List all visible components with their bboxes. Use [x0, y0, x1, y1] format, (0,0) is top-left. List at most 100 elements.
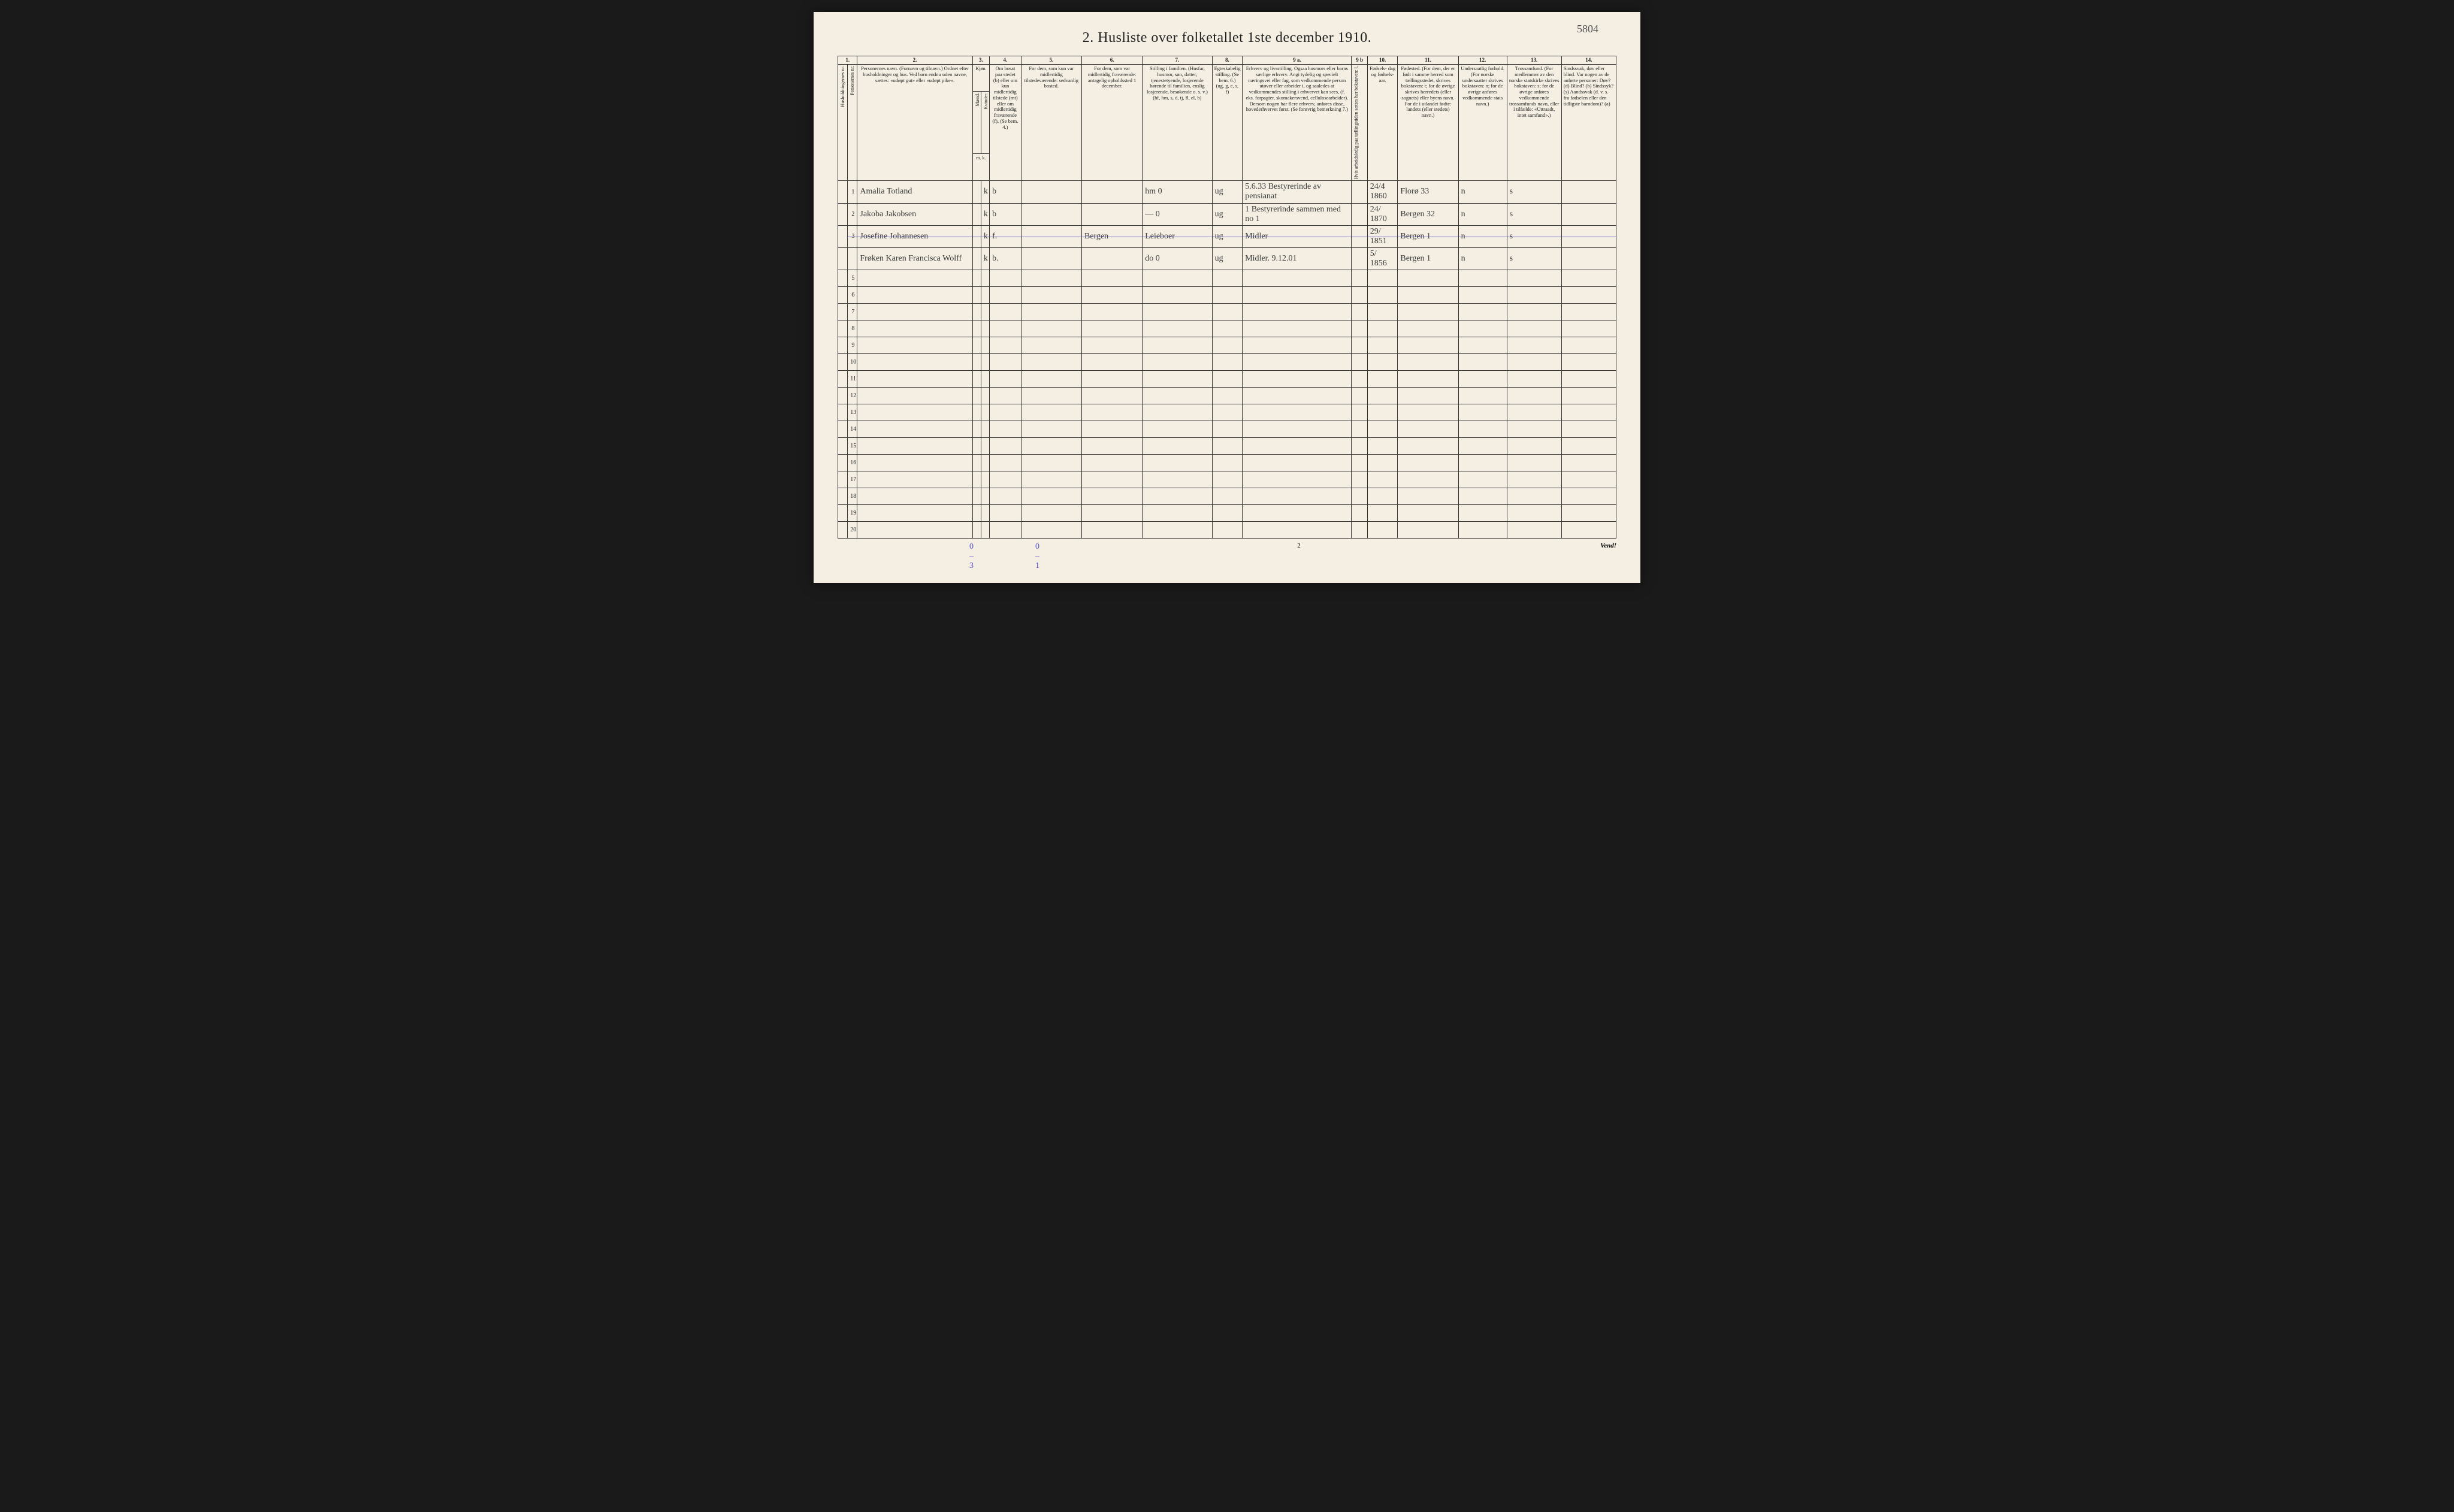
cell: hm 0 [1143, 181, 1212, 203]
cell [1398, 438, 1458, 455]
cell [1561, 471, 1616, 488]
cell [1021, 304, 1081, 320]
cell [1021, 388, 1081, 404]
cell [1367, 354, 1398, 371]
cell [1021, 320, 1081, 337]
footer-annotation-2: 0 – 1 [1035, 542, 1041, 571]
cell [990, 438, 1022, 455]
header-row-main: Husholdningernes nr. Personernes nr. Per… [838, 65, 1616, 92]
cell [838, 388, 848, 404]
cell [1212, 388, 1243, 404]
cell: n [1458, 203, 1507, 225]
cell [838, 438, 848, 455]
cell [857, 522, 972, 539]
cell [1081, 247, 1142, 270]
cell [1367, 320, 1398, 337]
cell [972, 404, 981, 421]
cell [1021, 203, 1081, 225]
cell [1458, 304, 1507, 320]
table-row: 10 [838, 354, 1616, 371]
cell: Josefine Johannesen [857, 225, 972, 247]
cell: 16 [848, 455, 857, 471]
cell [1081, 471, 1142, 488]
cell [838, 404, 848, 421]
cell [1352, 304, 1367, 320]
cell [1243, 304, 1352, 320]
cell [1021, 270, 1081, 287]
cell [1398, 505, 1458, 522]
cell [981, 488, 989, 505]
cell [1243, 371, 1352, 388]
cell [1143, 421, 1212, 438]
cell [1081, 421, 1142, 438]
cell [1081, 203, 1142, 225]
cell: ug [1212, 181, 1243, 203]
cell [1561, 225, 1616, 247]
cell [1561, 203, 1616, 225]
table-row: 8 [838, 320, 1616, 337]
table-row: 1Amalia Totlandkbhm 0ug5.6.33 Bestyrerin… [838, 181, 1616, 203]
cell [981, 388, 989, 404]
cell [972, 304, 981, 320]
cell [1143, 270, 1212, 287]
table-row: 12 [838, 388, 1616, 404]
cell [1212, 455, 1243, 471]
table-row: 20 [838, 522, 1616, 539]
cell [1081, 505, 1142, 522]
cell [1243, 320, 1352, 337]
colnum-5: 5. [1021, 56, 1081, 65]
cell [1212, 404, 1243, 421]
cell [1561, 354, 1616, 371]
cell [857, 320, 972, 337]
cell [857, 304, 972, 320]
colnum-11: 11. [1398, 56, 1458, 65]
cell [981, 404, 989, 421]
cell [857, 471, 972, 488]
cell: Amalia Totland [857, 181, 972, 203]
cell [1081, 438, 1142, 455]
cell [981, 471, 989, 488]
cell [1212, 421, 1243, 438]
cell: 19 [848, 505, 857, 522]
cell: 1 Bestyrerinde sammen med no 1 [1243, 203, 1352, 225]
hdr-person-nr: Personernes nr. [848, 65, 857, 181]
cell [1021, 181, 1081, 203]
cell [1243, 505, 1352, 522]
cell [838, 455, 848, 471]
cell [1352, 505, 1367, 522]
cell [1561, 304, 1616, 320]
table-row: 13 [838, 404, 1616, 421]
cell [972, 287, 981, 304]
cell: k [981, 203, 989, 225]
cell [1458, 371, 1507, 388]
colnum-6: 6. [1081, 56, 1142, 65]
cell [1143, 505, 1212, 522]
cell: Bergen 1 [1398, 225, 1458, 247]
cell: Midler. 9.12.01 [1243, 247, 1352, 270]
cell [1507, 505, 1561, 522]
cell [1561, 388, 1616, 404]
census-table: 1. 2. 3. 4. 5. 6. 7. 8. 9 a. 9 b 10. 11.… [838, 56, 1616, 539]
cell [1021, 354, 1081, 371]
table-row: 7 [838, 304, 1616, 320]
cell [1367, 505, 1398, 522]
hdr-hushold-nr: Husholdningernes nr. [838, 65, 848, 181]
cell: — 0 [1143, 203, 1212, 225]
cell [1352, 455, 1367, 471]
cell [1212, 337, 1243, 354]
cell [1021, 371, 1081, 388]
cell: 12 [848, 388, 857, 404]
cell: Frøken Karen Francisca Wolff [857, 247, 972, 270]
cell [1352, 421, 1367, 438]
cell [1398, 455, 1458, 471]
cell [1561, 371, 1616, 388]
cell [1212, 304, 1243, 320]
cell [1021, 471, 1081, 488]
cell [1507, 522, 1561, 539]
cell [972, 354, 981, 371]
cell [1458, 270, 1507, 287]
cell: Midler [1243, 225, 1352, 247]
cell [1143, 287, 1212, 304]
cell [838, 522, 848, 539]
colnum-12: 12. [1458, 56, 1507, 65]
